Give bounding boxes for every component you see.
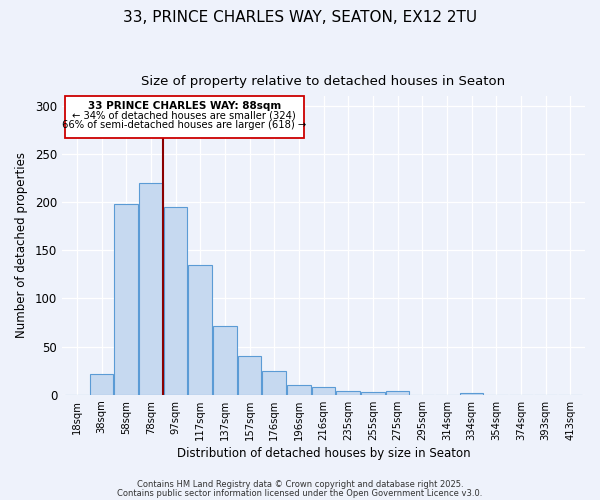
Text: ← 34% of detached houses are smaller (324): ← 34% of detached houses are smaller (32… (72, 110, 296, 120)
Bar (164, 207, 187, 395)
Bar (337, 391, 360, 395)
Y-axis label: Number of detached properties: Number of detached properties (15, 152, 28, 338)
Bar (460, 393, 483, 395)
Bar (188, 264, 212, 395)
Bar (213, 326, 236, 395)
Bar (90, 374, 113, 395)
X-axis label: Distribution of detached houses by size in Seaton: Distribution of detached houses by size … (177, 447, 470, 460)
Bar (115, 204, 138, 395)
Bar (312, 387, 335, 395)
Text: Contains HM Land Registry data © Crown copyright and database right 2025.: Contains HM Land Registry data © Crown c… (137, 480, 463, 489)
Title: Size of property relative to detached houses in Seaton: Size of property relative to detached ho… (142, 75, 506, 88)
Text: 66% of semi-detached houses are larger (618) →: 66% of semi-detached houses are larger (… (62, 120, 306, 130)
Bar (361, 392, 385, 395)
Bar (238, 356, 261, 395)
Bar (65, 96, 304, 138)
Bar (139, 183, 163, 395)
Bar (287, 385, 311, 395)
Bar (386, 391, 409, 395)
Text: Contains public sector information licensed under the Open Government Licence v3: Contains public sector information licen… (118, 489, 482, 498)
Text: 33, PRINCE CHARLES WAY, SEATON, EX12 2TU: 33, PRINCE CHARLES WAY, SEATON, EX12 2TU (123, 10, 477, 25)
Text: 33 PRINCE CHARLES WAY: 88sqm: 33 PRINCE CHARLES WAY: 88sqm (88, 101, 281, 111)
Bar (262, 370, 286, 395)
